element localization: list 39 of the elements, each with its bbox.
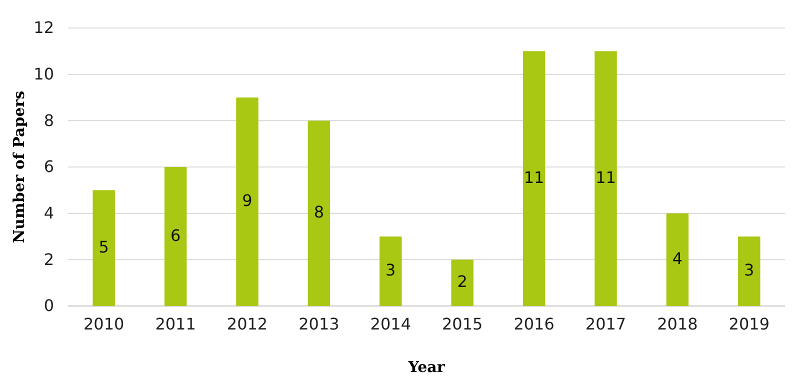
data-label: 8 <box>314 202 324 222</box>
data-label: 11 <box>524 168 544 187</box>
data-label: 2 <box>457 272 468 292</box>
x-tick-label: 2014 <box>370 314 412 334</box>
bar <box>164 167 187 306</box>
data-label: 3 <box>386 260 396 280</box>
y-tick-label: 8 <box>44 110 54 130</box>
x-axis-title: Year <box>407 358 446 376</box>
bar <box>738 236 760 306</box>
x-tick-label: 2019 <box>728 314 770 334</box>
bar <box>236 98 258 306</box>
bar <box>92 190 115 306</box>
data-label: 9 <box>242 191 252 210</box>
bar <box>380 236 402 306</box>
x-tick-label: 2010 <box>83 314 124 334</box>
x-tick-label: 2011 <box>155 314 196 334</box>
x-tick-label: 2015 <box>442 314 483 334</box>
x-tick-label: 2013 <box>298 314 340 334</box>
y-tick-label: 4 <box>44 203 54 222</box>
y-tick-label: 6 <box>44 157 54 176</box>
x-tick-label: 2018 <box>657 314 698 334</box>
bar <box>522 51 546 306</box>
y-axis-title: Number of Papers <box>10 90 28 244</box>
bar <box>308 120 330 306</box>
x-tick-label: 2016 <box>514 314 554 334</box>
y-tick-label: 12 <box>34 18 54 38</box>
bar <box>666 213 689 306</box>
y-tick-label: 10 <box>34 64 54 84</box>
y-tick-label: 2 <box>44 250 54 269</box>
data-label: 6 <box>170 226 181 245</box>
data-label: 11 <box>596 168 616 187</box>
bar <box>594 51 617 306</box>
bar <box>451 260 474 306</box>
data-label: 3 <box>744 260 754 280</box>
data-label: 4 <box>672 249 683 268</box>
data-label: 5 <box>98 237 109 256</box>
x-tick-label: 2017 <box>585 314 626 334</box>
x-tick-label: 2012 <box>226 314 268 334</box>
y-tick-label: 0 <box>44 296 54 316</box>
